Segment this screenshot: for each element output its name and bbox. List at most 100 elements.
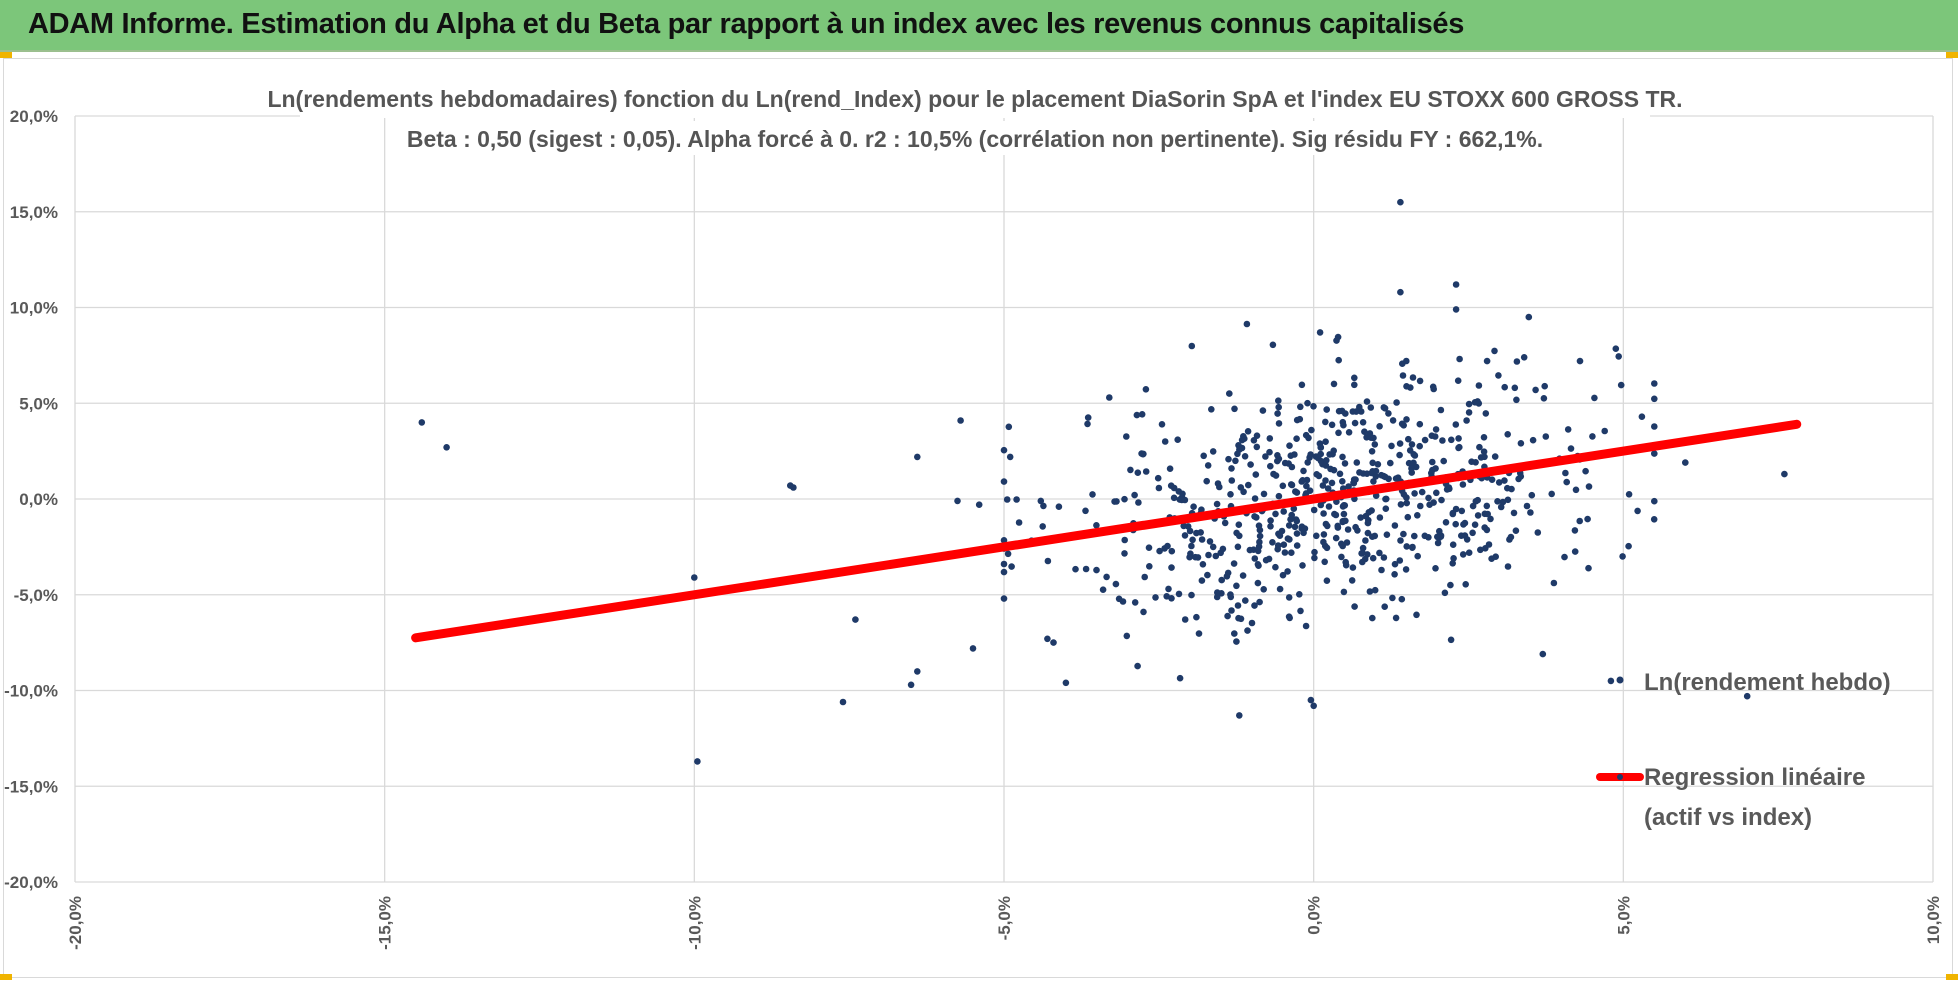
data-point [1385, 410, 1392, 417]
data-point [1376, 514, 1384, 521]
data-point [1168, 564, 1175, 571]
data-point [1439, 437, 1446, 444]
data-point [1310, 403, 1317, 410]
data-point [1302, 622, 1310, 630]
legend-line-point [1617, 774, 1623, 780]
data-point [1585, 564, 1592, 572]
y-tick-label: -5,0% [14, 586, 58, 605]
data-point [1589, 433, 1596, 440]
data-point [1219, 545, 1227, 553]
data-point [1254, 579, 1262, 587]
data-point [1510, 509, 1518, 517]
data-point [1254, 561, 1262, 568]
data-point [1456, 355, 1463, 363]
data-point [1452, 306, 1460, 313]
data-point [1260, 586, 1267, 593]
data-point [1511, 384, 1519, 392]
frame-corner-bottom-right [1946, 974, 1958, 980]
data-point [1369, 614, 1376, 622]
data-point [1494, 498, 1501, 505]
data-point [1287, 481, 1295, 488]
data-point [1651, 380, 1658, 387]
data-point [1198, 506, 1205, 513]
data-point [907, 681, 915, 689]
data-point [1585, 483, 1593, 490]
regression-line [411, 419, 1802, 643]
data-point [1189, 536, 1196, 544]
data-point [1251, 513, 1258, 520]
data-point [1121, 536, 1128, 544]
data-point [1284, 568, 1291, 575]
data-point [1269, 539, 1276, 546]
data-point [1174, 436, 1181, 444]
data-point [1416, 420, 1424, 428]
data-point [1275, 492, 1283, 500]
data-point [1359, 549, 1366, 557]
data-point [1251, 555, 1259, 562]
data-point [1433, 489, 1440, 497]
data-point [1328, 421, 1336, 429]
data-point [1218, 576, 1225, 584]
data-point [1267, 517, 1274, 524]
data-point [1330, 380, 1338, 388]
data-point [1181, 532, 1189, 539]
data-point [1316, 329, 1324, 336]
data-point [1321, 558, 1328, 566]
data-point [1341, 460, 1349, 467]
frame-corner-bottom-left [0, 974, 12, 980]
data-point [1571, 527, 1579, 534]
x-tick-label: -20,0% [66, 896, 85, 950]
data-point [1123, 433, 1130, 440]
data-point [1332, 511, 1340, 519]
data-point [1400, 491, 1408, 498]
data-point [1140, 608, 1147, 616]
data-point [1234, 543, 1242, 551]
data-point [787, 482, 794, 489]
data-point [1359, 558, 1366, 566]
data-point [1139, 450, 1147, 458]
data-point [1357, 408, 1365, 415]
data-point [1082, 565, 1090, 573]
data-point [1480, 434, 1488, 441]
data-point [1040, 502, 1047, 510]
data-point [1392, 475, 1400, 482]
data-point [1226, 390, 1233, 397]
chart-title-layer: Ln(rendements hebdomadaires) fonction du… [267, 82, 1683, 155]
data-point [1165, 585, 1172, 593]
data-point [1208, 406, 1215, 413]
data-point [1392, 614, 1400, 622]
data-point [1441, 589, 1449, 597]
data-point [1055, 503, 1063, 511]
data-point [1298, 381, 1306, 389]
data-point [1142, 468, 1150, 475]
data-point [1206, 538, 1214, 545]
data-point [1275, 420, 1283, 427]
data-point [1370, 478, 1377, 485]
data-point [1414, 512, 1421, 519]
data-point [1356, 469, 1363, 476]
data-point [1345, 483, 1352, 490]
data-point [1310, 702, 1317, 710]
data-point [1267, 523, 1274, 530]
data-point [1440, 457, 1447, 465]
data-point [1233, 582, 1240, 590]
data-point [1353, 459, 1361, 466]
data-point [1572, 486, 1580, 494]
data-point [1481, 453, 1488, 461]
chart-title-line2: Beta : 0,50 (sigest : 0,05). Alpha forcé… [407, 126, 1543, 152]
data-point [1228, 607, 1235, 614]
data-point [1324, 485, 1332, 492]
data-point [1357, 514, 1364, 521]
data-point [1463, 417, 1470, 424]
data-point [1561, 553, 1568, 561]
data-point [1121, 550, 1128, 557]
y-tick-label: 10,0% [10, 299, 58, 318]
data-point [1072, 565, 1079, 573]
data-point [1175, 590, 1183, 598]
data-point [1305, 434, 1312, 442]
data-point [1582, 467, 1589, 475]
data-point [1302, 490, 1310, 497]
data-point [1463, 536, 1471, 543]
data-point [1321, 542, 1329, 550]
data-point [969, 645, 977, 652]
